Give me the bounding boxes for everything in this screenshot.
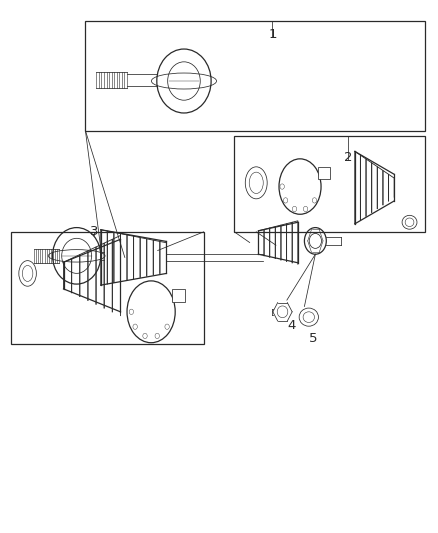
Text: 3: 3 [90,225,99,238]
Text: 1: 1 [268,28,277,41]
Text: 2: 2 [344,151,353,164]
Bar [172,289,185,302]
Text: 5: 5 [309,332,318,345]
Bar [318,167,330,179]
Text: 4: 4 [287,319,296,332]
